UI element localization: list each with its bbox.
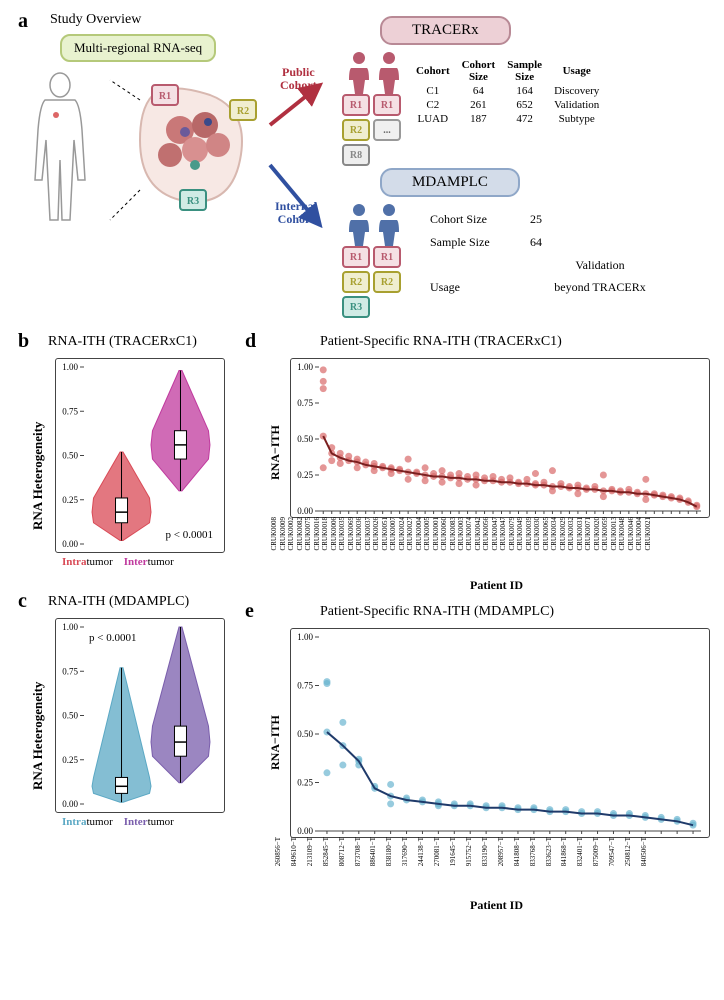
mdamplc-regions: R1R1 R2R2 R3 (342, 246, 401, 318)
mdamplc-info: Cohort Size25Sample Size64UsageValidatio… (430, 208, 670, 299)
panel-b-chart: 0.00 0.25 0.50 0.75 1.00 p < 0.0001 (55, 358, 225, 553)
panel-a-container: a Study Overview Multi-regional RNA-seq … (10, 10, 714, 260)
panel-e-xlabel: Patient ID (470, 898, 523, 913)
panel-c-title: RNA-ITH (MDAMPLC) (48, 594, 189, 610)
svg-text:0.50: 0.50 (297, 434, 313, 444)
panel-e-label: e (245, 600, 254, 623)
panel-e-xticks: 260856−T849610−T213109−T852845−T808712−T… (290, 840, 710, 900)
rnaseq-box: Multi-regional RNA-seq (60, 34, 216, 62)
svg-text:0.50: 0.50 (62, 711, 78, 721)
panel-d-ylabel: RNA−ITH (268, 425, 283, 480)
panel-d-title: Patient-Specific RNA-ITH (TRACERxC1) (320, 334, 562, 350)
svg-text:0.25: 0.25 (62, 755, 78, 765)
panel-a-label: a (18, 10, 28, 33)
mdamplc-persons-icon (345, 202, 405, 247)
body-icon (20, 70, 100, 230)
svg-text:0.50: 0.50 (297, 729, 313, 739)
svg-text:0.25: 0.25 (62, 495, 78, 505)
internal-cohort-label: InternalCohort (275, 200, 317, 226)
svg-text:1.00: 1.00 (297, 362, 313, 372)
svg-text:1.00: 1.00 (62, 362, 78, 372)
tracerx-table: CohortCohortSizeSampleSizeUsage C164164D… (410, 58, 605, 126)
svg-text:0.75: 0.75 (297, 398, 313, 408)
panel-b-label: b (18, 330, 29, 353)
svg-text:p < 0.0001: p < 0.0001 (89, 632, 136, 644)
public-cohort-label: PublicCohort (280, 66, 317, 92)
svg-text:0.25: 0.25 (297, 470, 313, 480)
svg-text:0.00: 0.00 (62, 799, 78, 809)
panel-d-label: d (245, 330, 256, 353)
panel-c-ylabel: RNA Heterogeneity (30, 682, 46, 790)
svg-text:1.00: 1.00 (297, 632, 313, 642)
panel-c-label: c (18, 590, 27, 613)
panel-b-title: RNA-ITH (TRACERxC1) (48, 334, 197, 350)
svg-text:0.75: 0.75 (62, 406, 78, 416)
panel-d-xticks: CRUK0008CRUK0009CRUK0002CRUK0082CRUK0075… (290, 520, 710, 580)
svg-text:0.00: 0.00 (297, 826, 313, 836)
svg-text:0.25: 0.25 (297, 778, 313, 788)
tumor-icon: R1 R2 R3 (110, 70, 270, 220)
svg-text:0.75: 0.75 (62, 666, 78, 676)
panel-e-title: Patient-Specific RNA-ITH (MDAMPLC) (320, 604, 554, 620)
panel-d-xlabel: Patient ID (470, 578, 523, 593)
svg-text:R2: R2 (237, 106, 249, 117)
svg-text:R3: R3 (187, 196, 199, 207)
panel-c-xlabels: Intratumor Intertumor (62, 816, 174, 828)
panel-a-title: Study Overview (50, 12, 141, 28)
panel-b-xlabels: Intratumor Intertumor (62, 556, 174, 568)
svg-text:0.75: 0.75 (297, 681, 313, 691)
tracerx-regions: R1R1 R2... R8 (342, 94, 401, 166)
svg-text:1.00: 1.00 (62, 622, 78, 632)
panel-b-ylabel: RNA Heterogeneity (30, 422, 46, 530)
panel-d-chart: 0.00 0.25 0.50 0.75 1.00 (290, 358, 710, 518)
svg-text:0.50: 0.50 (62, 451, 78, 461)
panel-e-ylabel: RNA−ITH (268, 715, 283, 770)
tracerx-persons-icon (345, 50, 405, 95)
tracerx-title-box: TRACERx (380, 16, 511, 45)
svg-text:0.00: 0.00 (297, 506, 313, 516)
panel-e-chart: 0.00 0.25 0.50 0.75 1.00 (290, 628, 710, 838)
mdamplc-title-box: MDAMPLC (380, 168, 520, 197)
svg-text:p < 0.0001: p < 0.0001 (166, 529, 213, 541)
panel-c-chart: 0.00 0.25 0.50 0.75 1.00 p < 0.0001 (55, 618, 225, 813)
svg-text:0.00: 0.00 (62, 539, 78, 549)
svg-text:R1: R1 (159, 91, 171, 102)
